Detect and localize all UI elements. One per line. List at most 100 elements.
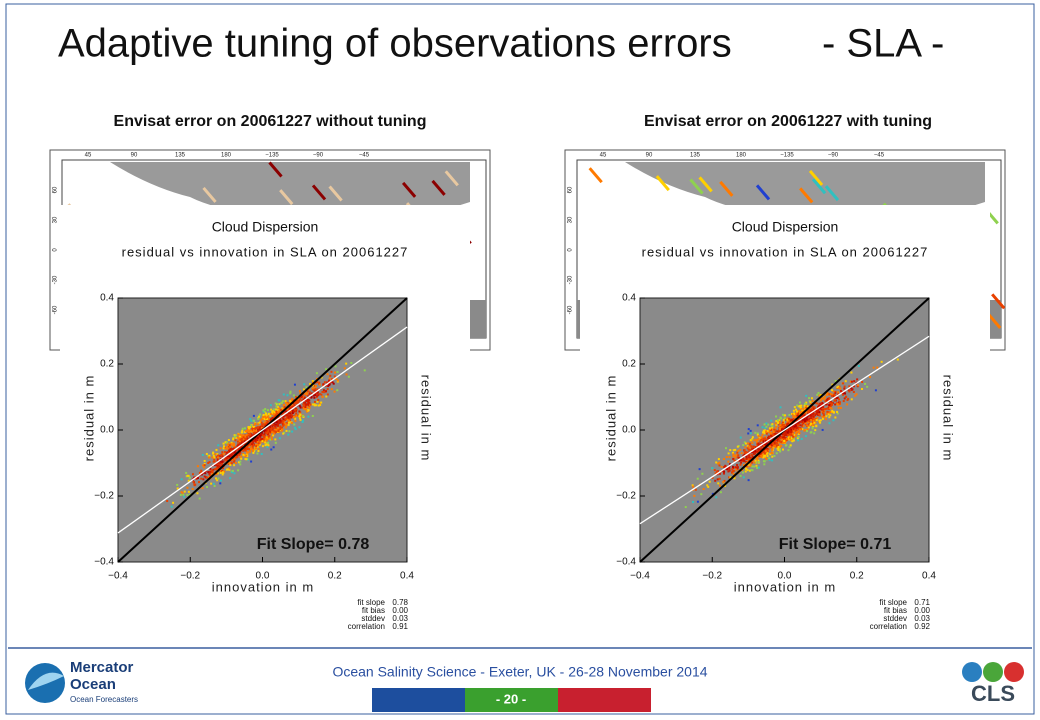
scatter-dot <box>227 457 230 460</box>
scatter-dot <box>271 428 274 431</box>
scatter-dot <box>176 483 179 486</box>
scatter-dot <box>259 434 262 437</box>
scatter-dot <box>896 358 899 361</box>
scatter-dot <box>332 382 335 385</box>
scatter-dot <box>758 448 761 451</box>
scatter-dot <box>317 404 320 407</box>
scatter-dot <box>306 394 309 397</box>
scatter-dot <box>818 411 821 414</box>
scatter-dot <box>298 410 301 413</box>
scatter-dot <box>281 422 284 425</box>
scatter-dot <box>311 403 314 406</box>
scatter-dot <box>269 430 272 433</box>
scatter-dot <box>229 450 232 453</box>
map-lon-tick: 135 <box>690 153 701 159</box>
scatter-dot <box>222 445 225 448</box>
scatter-dot <box>280 412 283 415</box>
scatter-dot <box>304 392 307 395</box>
scatter-dot <box>252 451 255 454</box>
scatter-dot <box>259 421 262 424</box>
scatter-dot <box>860 387 863 390</box>
scatter-dot <box>775 424 778 427</box>
scatter-dot <box>254 427 257 430</box>
scatter-dot <box>841 393 844 396</box>
scatter-dot <box>345 373 348 376</box>
scatter-dot <box>250 460 253 463</box>
scatter-dot <box>230 450 233 453</box>
scatter-dot <box>829 407 832 410</box>
scatter-dot <box>805 394 808 397</box>
scatter-dot <box>775 425 778 428</box>
scatter-dot <box>771 447 774 450</box>
scatter-dot <box>806 428 809 431</box>
fit-line <box>639 335 930 525</box>
scatter-dot <box>753 461 756 464</box>
map-land <box>625 162 985 217</box>
scatter-dot <box>301 421 304 424</box>
scatter-dot <box>216 459 219 462</box>
scatter-dot <box>283 403 286 406</box>
scatter-dot <box>810 431 813 434</box>
scatter-dot <box>275 410 278 413</box>
scatter-dot <box>801 418 804 421</box>
scatter-dot <box>318 402 321 405</box>
scatter-dot <box>257 428 260 431</box>
scatter-dot <box>188 477 191 480</box>
scatter-dot <box>767 448 770 451</box>
scatter-dot <box>316 392 319 395</box>
scatter-dot <box>293 408 296 411</box>
scatter-dot <box>244 435 247 438</box>
scatter-dot <box>756 447 759 450</box>
scatter-dot <box>225 468 228 471</box>
scatter-dot <box>231 471 234 474</box>
scatter-dot <box>251 446 254 449</box>
scatter-dot <box>763 423 766 426</box>
scatter-dot <box>797 428 800 431</box>
scatter-dot <box>246 445 249 448</box>
scatter-dot <box>816 410 819 413</box>
scatter-dot <box>232 460 235 463</box>
scatter-dot <box>286 407 289 410</box>
scatter-dot <box>248 450 251 453</box>
scatter-dot <box>336 380 339 383</box>
x-tick-label: −0.4 <box>108 571 128 582</box>
scatter-dot <box>810 409 813 412</box>
scatter-dot <box>692 485 695 488</box>
scatter-dot <box>285 415 288 418</box>
scatter-dot <box>715 461 718 464</box>
scatter-dot <box>290 416 293 419</box>
scatter-dot <box>241 448 244 451</box>
scatter-dot <box>760 448 763 451</box>
scatter-dot <box>298 412 301 415</box>
scatter-dot <box>832 410 835 413</box>
scatter-dot <box>248 443 251 446</box>
scatter-dot <box>797 412 800 415</box>
scatter-dot <box>241 440 244 443</box>
y-tick-label: −0.4 <box>616 557 636 568</box>
scatter-dot <box>231 451 234 454</box>
scatter-dot <box>322 383 325 386</box>
scatter-dot <box>195 477 198 480</box>
scatter-dot <box>757 449 760 452</box>
scatter-dot <box>330 381 333 384</box>
scatter-dot <box>787 433 790 436</box>
scatter-dot <box>188 493 191 496</box>
scatter-dot <box>231 448 234 451</box>
scatter-dot <box>219 457 222 460</box>
scatter-dot <box>783 417 786 420</box>
scatter-dot <box>800 437 803 440</box>
scatter-dot <box>288 415 291 418</box>
scatter-dot <box>288 417 291 420</box>
scatter-dot <box>269 432 272 435</box>
scatter-dot <box>700 493 703 496</box>
scatter-dot <box>238 441 241 444</box>
scatter-dot <box>775 420 778 423</box>
scatter-dot <box>694 488 697 491</box>
scatter-dot <box>827 413 830 416</box>
scatter-dot <box>302 415 305 418</box>
scatter-dot <box>836 386 839 389</box>
scatter-dot <box>214 453 217 456</box>
scatter-dot <box>256 445 259 448</box>
scatter-dot <box>821 402 824 405</box>
scatter-dot <box>261 445 264 448</box>
